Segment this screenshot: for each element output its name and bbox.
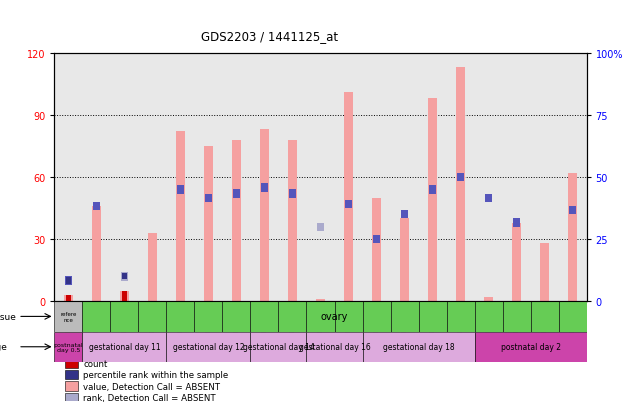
Bar [419,301,447,332]
Bar [363,332,474,362]
Bar [485,194,492,202]
Bar [512,223,521,301]
Text: value, Detection Call = ABSENT: value, Detection Call = ABSENT [83,382,221,391]
Bar [122,273,128,280]
Text: ovary: ovary [320,312,348,322]
Text: gestational day 16: gestational day 16 [299,342,370,351]
Bar [260,130,269,301]
Bar [390,301,419,332]
Text: postnatal day 2: postnatal day 2 [501,342,560,351]
Bar [121,273,128,281]
Bar [261,184,269,192]
Bar [317,223,324,231]
Bar [167,332,251,362]
Bar [306,301,335,332]
Text: gestational day 11: gestational day 11 [88,342,160,351]
Bar [251,332,306,362]
Bar [401,211,408,219]
Bar [204,147,213,301]
Text: count: count [83,359,108,368]
Bar [428,99,437,301]
Text: gestational day 12: gestational day 12 [172,342,244,351]
Bar [447,301,474,332]
Bar [65,370,78,380]
Bar [65,358,78,368]
Bar [558,301,587,332]
Bar [167,301,194,332]
Bar [120,291,129,301]
Bar [222,301,251,332]
Bar [513,219,520,227]
Text: rank, Detection Call = ABSENT: rank, Detection Call = ABSENT [83,394,216,402]
Bar [63,295,73,301]
Bar [54,332,83,362]
Bar [122,291,128,301]
Bar [503,301,531,332]
Bar [147,233,158,301]
Text: percentile rank within the sample: percentile rank within the sample [83,370,228,379]
Text: age: age [0,342,7,351]
Bar [251,301,278,332]
Bar [65,278,71,284]
Bar [65,381,78,391]
Bar [65,393,78,403]
Bar [278,301,306,332]
Bar [65,295,71,301]
Bar [288,140,297,301]
Bar [456,68,465,301]
Bar [531,301,558,332]
Bar [474,301,503,332]
Bar [372,235,380,244]
Bar [54,301,83,332]
Bar [176,132,185,301]
Bar [344,93,353,301]
Bar [474,332,587,362]
Bar [372,198,381,301]
Bar [399,219,410,301]
Bar [315,299,326,301]
Bar [306,332,363,362]
Bar [92,202,101,211]
Bar [568,173,578,301]
Bar [345,200,353,209]
Bar [176,186,185,194]
Bar [92,206,101,301]
Bar [204,194,212,202]
Bar [429,186,437,194]
Bar [194,301,222,332]
Bar [363,301,390,332]
Bar [110,301,138,332]
Bar [335,301,363,332]
Bar [233,190,240,198]
Bar [540,244,549,301]
Text: GDS2203 / 1441125_at: GDS2203 / 1441125_at [201,31,338,43]
Text: tissue: tissue [0,312,17,321]
Bar [138,301,167,332]
Bar [288,190,296,198]
Bar [456,173,465,182]
Bar [83,332,167,362]
Bar [65,277,72,285]
Text: postnatal
day 0.5: postnatal day 0.5 [54,342,83,352]
Text: refere
nce: refere nce [60,311,77,322]
Text: gestational day 18: gestational day 18 [383,342,454,351]
Bar [483,297,494,301]
Bar [231,140,242,301]
Bar [83,301,110,332]
Bar [569,206,576,215]
Text: gestational day 14: gestational day 14 [243,342,314,351]
